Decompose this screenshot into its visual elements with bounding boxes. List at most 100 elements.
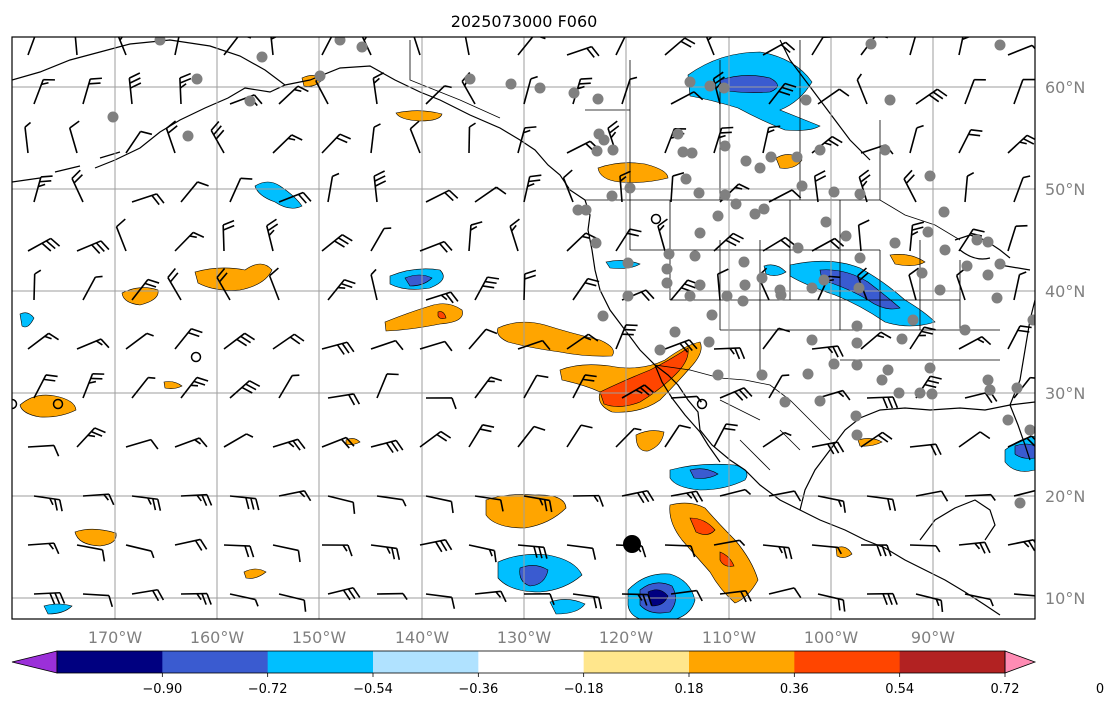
colorbar-tick-label: 0.90	[1096, 682, 1105, 697]
lon-label: 160°W	[190, 628, 245, 647]
station-marker	[866, 39, 877, 50]
station-marker	[599, 135, 610, 146]
station-marker	[972, 235, 983, 246]
station-marker	[739, 257, 750, 268]
large-black-marker	[623, 535, 641, 553]
map-title: 2025073000 F060	[451, 12, 598, 31]
station-marker	[1015, 498, 1026, 509]
station-marker	[598, 311, 609, 322]
station-marker	[925, 363, 936, 374]
station-marker	[183, 131, 194, 142]
colorbar-segment	[57, 651, 163, 673]
station-marker	[704, 337, 715, 348]
station-marker	[885, 95, 896, 106]
station-marker	[720, 141, 731, 152]
station-marker	[880, 145, 891, 156]
station-marker	[897, 334, 908, 345]
lat-label: 50°N	[1045, 180, 1085, 199]
lon-label: 130°W	[497, 628, 552, 647]
station-marker	[775, 285, 786, 296]
station-marker	[803, 369, 814, 380]
station-marker	[925, 171, 936, 182]
station-marker	[935, 285, 946, 296]
station-marker	[855, 189, 866, 200]
station-marker	[852, 430, 863, 441]
lon-label: 100°W	[804, 628, 859, 647]
colorbar-segment	[689, 651, 795, 673]
station-marker	[681, 174, 692, 185]
colorbar-segment	[584, 651, 690, 673]
station-marker	[707, 310, 718, 321]
colorbar-tick-label: −0.54	[353, 682, 393, 697]
colorbar-extend-low	[12, 651, 57, 673]
station-marker	[694, 188, 705, 199]
station-marker	[923, 227, 934, 238]
station-marker	[662, 278, 673, 289]
station-marker	[741, 156, 752, 167]
station-marker	[731, 199, 742, 210]
station-marker	[687, 148, 698, 159]
colorbar-segment	[162, 651, 268, 673]
station-marker	[722, 291, 733, 302]
station-marker	[894, 388, 905, 399]
map-area	[8, 23, 1045, 622]
station-marker	[815, 396, 826, 407]
station-marker	[797, 181, 808, 192]
station-marker	[625, 183, 636, 194]
station-marker	[877, 375, 888, 386]
station-marker	[962, 261, 973, 272]
station-marker	[983, 375, 994, 386]
station-marker	[854, 283, 865, 294]
lon-label: 120°W	[599, 628, 654, 647]
colorbar-segment	[478, 651, 584, 673]
station-marker	[1012, 383, 1023, 394]
station-marker	[852, 360, 863, 371]
station-marker	[192, 74, 203, 85]
lon-label: 140°W	[395, 628, 450, 647]
lat-label: 20°N	[1045, 487, 1085, 506]
station-marker	[738, 296, 749, 307]
longitude-labels: 170°W 160°W 150°W 140°W 130°W 120°W 110°…	[88, 628, 955, 647]
station-marker	[807, 335, 818, 346]
latitude-labels: 60°N 50°N 40°N 30°N 20°N 10°N	[1045, 78, 1085, 608]
station-marker	[829, 187, 840, 198]
station-marker	[940, 245, 951, 256]
colorbar-segment	[794, 651, 900, 673]
lat-label: 30°N	[1045, 384, 1085, 403]
station-marker	[939, 207, 950, 218]
station-marker	[983, 237, 994, 248]
station-marker	[713, 211, 724, 222]
station-marker	[573, 205, 584, 216]
station-marker	[593, 94, 604, 105]
station-marker	[719, 83, 730, 94]
station-marker	[607, 191, 618, 202]
lon-label: 110°W	[702, 628, 757, 647]
station-marker	[695, 228, 706, 239]
station-marker	[623, 291, 634, 302]
station-marker	[841, 231, 852, 242]
station-marker	[673, 129, 684, 140]
station-marker	[755, 163, 766, 174]
station-marker	[608, 145, 619, 156]
station-marker	[927, 389, 938, 400]
station-marker	[1028, 315, 1039, 326]
station-marker	[465, 74, 476, 85]
station-marker	[890, 238, 901, 249]
lon-label: 150°W	[292, 628, 347, 647]
colorbar-segment	[373, 651, 479, 673]
station-marker	[780, 397, 791, 408]
lon-label: 170°W	[88, 628, 143, 647]
station-marker	[995, 40, 1006, 51]
lat-label: 60°N	[1045, 78, 1085, 97]
station-marker	[690, 251, 701, 262]
station-marker	[821, 217, 832, 228]
lat-label: 40°N	[1045, 282, 1085, 301]
station-marker	[757, 273, 768, 284]
lat-label: 10°N	[1045, 589, 1085, 608]
colorbar-segment	[900, 651, 1006, 673]
station-marker	[506, 79, 517, 90]
station-marker	[829, 359, 840, 370]
station-marker	[705, 81, 716, 92]
colorbar-tick-label: −0.90	[142, 682, 182, 697]
